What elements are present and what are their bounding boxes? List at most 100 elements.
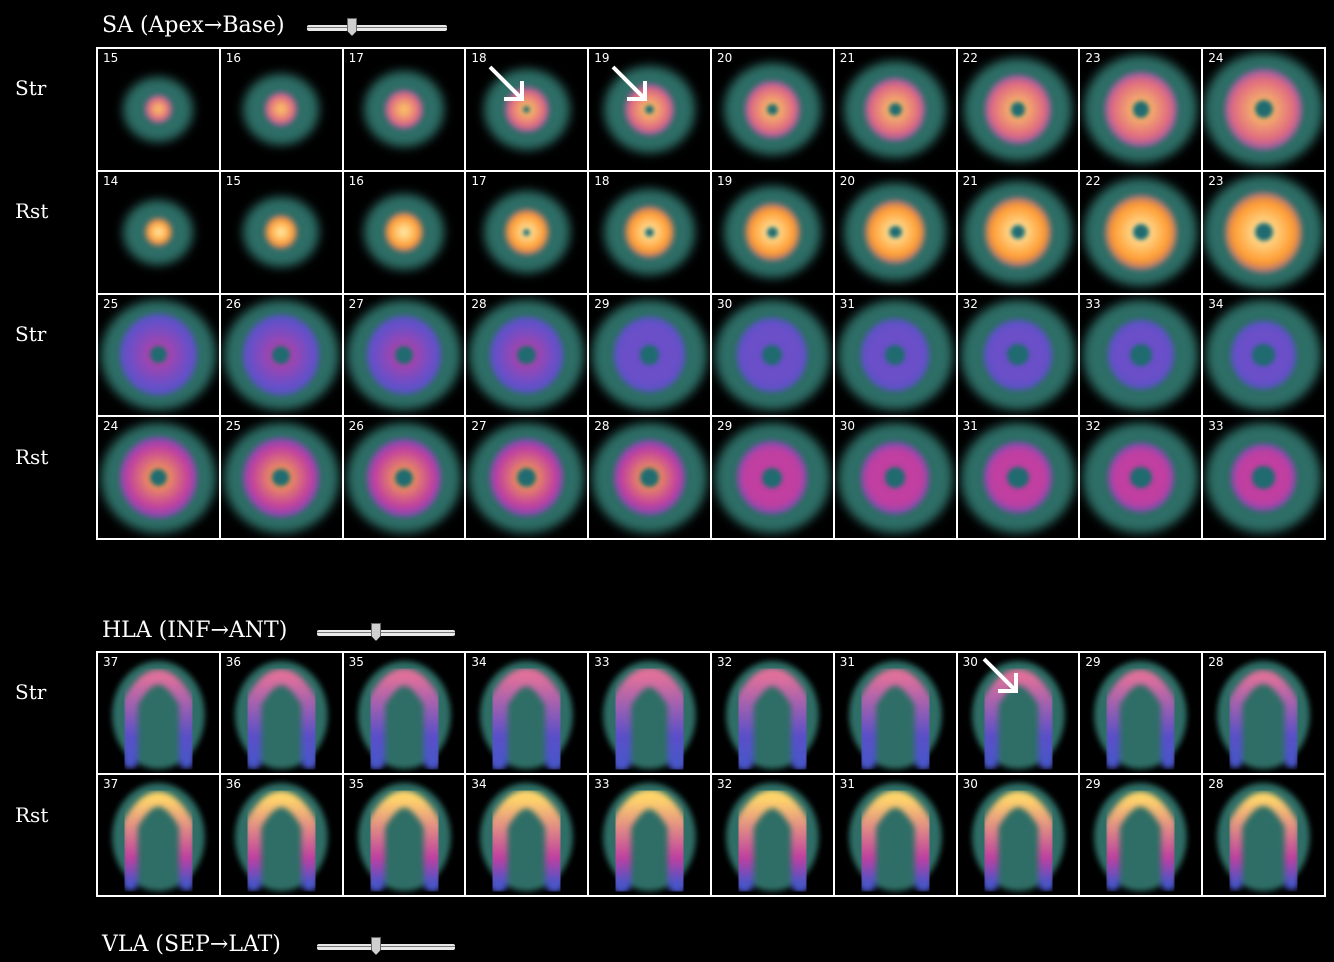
hla-slice-shape xyxy=(1217,783,1310,891)
slice-image[interactable]: 36 xyxy=(220,775,342,895)
slice-image[interactable]: 32 xyxy=(957,294,1079,416)
slice-image[interactable]: 19 xyxy=(589,49,710,170)
slice-image[interactable]: 15 xyxy=(220,171,342,293)
slice-image[interactable]: 34 xyxy=(466,775,588,895)
slice-image[interactable]: 17 xyxy=(343,49,465,170)
slice-image[interactable]: 23 xyxy=(1203,171,1324,293)
slice-image[interactable]: 35 xyxy=(343,775,465,895)
vla-slice-slider[interactable] xyxy=(317,937,455,955)
hla-slice-shape xyxy=(234,783,328,892)
slice-image[interactable]: 24 xyxy=(1203,49,1324,170)
slice-image[interactable]: 33 xyxy=(1203,417,1324,538)
slice-image[interactable]: 28 xyxy=(589,417,710,538)
slice-number: 34 xyxy=(471,655,487,669)
slice-image[interactable]: 30 xyxy=(957,775,1079,895)
slice-image[interactable]: 34 xyxy=(466,653,588,773)
slice-number: 20 xyxy=(717,51,733,65)
slice-image[interactable]: 31 xyxy=(834,653,956,773)
slice-image[interactable]: 22 xyxy=(1080,171,1202,293)
slice-image[interactable]: 19 xyxy=(712,171,833,293)
slice-image[interactable]: 32 xyxy=(712,653,833,773)
slice-image[interactable]: 30 xyxy=(957,653,1079,773)
slice-image[interactable]: 26 xyxy=(343,417,465,538)
slice-image[interactable]: 32 xyxy=(1080,417,1202,538)
slice-image[interactable]: 30 xyxy=(712,294,833,416)
slice-image[interactable]: 36 xyxy=(220,653,342,773)
slice-image[interactable]: 34 xyxy=(1203,294,1324,416)
hla-slider-thumb[interactable] xyxy=(371,623,381,641)
vla-section-title: VLA (SEP→LAT) xyxy=(102,932,281,957)
slice-image[interactable]: 25 xyxy=(98,294,219,416)
row-label-sa-rest-1: Rst xyxy=(15,199,49,223)
slice-image[interactable]: 22 xyxy=(957,49,1079,170)
sa-slice-slider[interactable] xyxy=(307,18,447,36)
slice-number: 29 xyxy=(1085,777,1101,791)
slice-number: 22 xyxy=(1085,173,1101,188)
row-label-hla-stress: Str xyxy=(15,680,47,704)
slice-number: 21 xyxy=(962,173,978,188)
slice-image[interactable]: 30 xyxy=(834,417,956,538)
slice-image[interactable]: 27 xyxy=(466,417,588,538)
slice-number: 29 xyxy=(1085,655,1101,669)
slice-image[interactable]: 16 xyxy=(220,49,342,170)
slice-image[interactable]: 29 xyxy=(1080,653,1202,773)
slice-image[interactable]: 25 xyxy=(220,417,342,538)
slice-number: 35 xyxy=(348,655,364,669)
slice-image[interactable]: 31 xyxy=(834,775,956,895)
slice-image[interactable]: 29 xyxy=(1080,775,1202,895)
slice-image[interactable]: 37 xyxy=(98,775,219,895)
slice-number: 17 xyxy=(471,173,487,188)
slice-image[interactable]: 28 xyxy=(466,294,588,416)
slice-image[interactable]: 20 xyxy=(712,49,833,170)
slice-number: 31 xyxy=(839,655,856,669)
slice-image[interactable]: 21 xyxy=(834,49,956,170)
slice-image[interactable]: 27 xyxy=(343,294,465,416)
slice-image[interactable]: 33 xyxy=(1080,294,1202,416)
slice-image[interactable]: 18 xyxy=(466,49,588,170)
hla-slice-shape xyxy=(726,661,819,771)
slice-image[interactable]: 31 xyxy=(834,294,956,416)
sa-slider-thumb[interactable] xyxy=(347,18,357,36)
slice-number: 37 xyxy=(103,777,119,791)
hla-slice-slider[interactable] xyxy=(317,623,455,641)
slice-image[interactable]: 15 xyxy=(98,49,219,170)
slice-image[interactable]: 33 xyxy=(589,775,710,895)
slice-number: 34 xyxy=(1208,296,1224,311)
slice-image[interactable]: 17 xyxy=(466,171,588,293)
slice-number: 19 xyxy=(717,173,733,188)
slice-image[interactable]: 35 xyxy=(343,653,465,773)
slice-image[interactable]: 21 xyxy=(957,171,1079,293)
slice-number: 18 xyxy=(594,173,610,188)
slice-number: 16 xyxy=(225,51,242,65)
slice-number: 30 xyxy=(962,777,978,791)
slice-image[interactable]: 16 xyxy=(343,171,465,293)
row-label-hla-rest: Rst xyxy=(15,803,49,827)
slice-image[interactable]: 20 xyxy=(834,171,956,293)
slice-image[interactable]: 32 xyxy=(712,775,833,895)
slice-number: 31 xyxy=(839,777,856,791)
slice-image[interactable]: 37 xyxy=(98,653,219,773)
slice-image[interactable]: 29 xyxy=(589,294,710,416)
slice-number: 36 xyxy=(225,777,242,791)
slice-image[interactable]: 28 xyxy=(1203,775,1324,895)
slice-number: 27 xyxy=(348,296,364,311)
vla-slider-thumb[interactable] xyxy=(371,937,381,955)
hla-slice-shape xyxy=(603,783,696,893)
slice-image[interactable]: 31 xyxy=(957,417,1079,538)
slice-image[interactable]: 33 xyxy=(589,653,710,773)
slice-number: 30 xyxy=(717,296,733,311)
slice-image[interactable]: 14 xyxy=(98,171,219,293)
slice-image[interactable]: 23 xyxy=(1080,49,1202,170)
hla-slice-shape xyxy=(480,783,574,893)
slice-number: 28 xyxy=(1208,655,1224,669)
hla-slice-shape xyxy=(112,783,205,891)
slice-image[interactable]: 24 xyxy=(98,417,219,538)
slice-image[interactable]: 18 xyxy=(589,171,710,293)
slice-image[interactable]: 28 xyxy=(1203,653,1324,773)
sa-image-grid: 15 16 17 18 19 20 21 22 23 24 14 15 16 17 18 19 20 21 22 23… xyxy=(96,47,1326,540)
slice-image[interactable]: 26 xyxy=(220,294,342,416)
slice-image[interactable]: 29 xyxy=(712,417,833,538)
slice-number: 22 xyxy=(962,51,978,65)
slice-number: 23 xyxy=(1208,173,1224,188)
slice-number: 27 xyxy=(471,419,487,434)
